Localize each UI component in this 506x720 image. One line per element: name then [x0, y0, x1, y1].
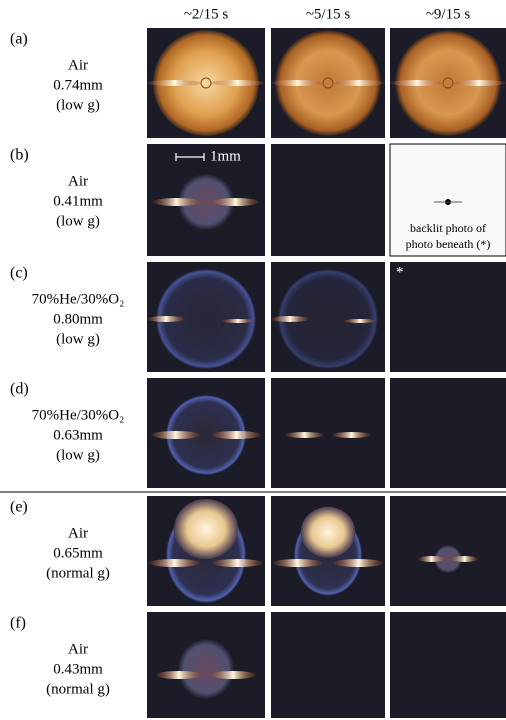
- photo-background: [271, 612, 385, 718]
- row-label: Air: [68, 525, 88, 541]
- asterisk: *: [396, 264, 404, 280]
- flame-dome: [301, 507, 355, 558]
- row-label: Air: [68, 641, 88, 657]
- wire: [285, 432, 324, 438]
- photo-panel: [147, 378, 265, 488]
- photo-panel: [147, 28, 265, 138]
- wire: [147, 316, 185, 322]
- row-letter: (a): [10, 31, 28, 48]
- wire: [390, 80, 444, 86]
- row-letter: (b): [10, 147, 29, 164]
- wire: [332, 432, 371, 438]
- wire: [344, 319, 376, 323]
- row-label: 0.80mm: [53, 311, 103, 327]
- scale-label: 1mm: [210, 148, 241, 164]
- wire: [212, 198, 259, 206]
- photo-panel: [271, 378, 385, 488]
- row-label: (low g): [56, 97, 100, 113]
- column-header: ~2/15 s: [184, 6, 229, 22]
- row-label: 70%He/30%O₂: [32, 407, 125, 423]
- annotation: photo beneath (*): [406, 237, 491, 251]
- photo-panel: [390, 496, 506, 606]
- wire: [153, 198, 200, 206]
- wire: [452, 80, 506, 86]
- row-label: (normal g): [46, 681, 110, 697]
- column-header: ~9/15 s: [426, 6, 471, 22]
- row-label: (low g): [56, 447, 100, 463]
- photo-background: [390, 378, 506, 488]
- row-label: 70%He/30%O₂: [32, 291, 125, 307]
- wire: [212, 559, 263, 567]
- photo-panel: [271, 28, 385, 138]
- photo-panel: [271, 496, 385, 606]
- row-letter: (c): [10, 265, 28, 282]
- row-label: 0.65mm: [53, 545, 103, 561]
- row-label: (normal g): [46, 565, 110, 581]
- row-label: (low g): [56, 213, 100, 229]
- wire: [332, 80, 385, 86]
- photo-panel: [271, 262, 385, 372]
- row-label: 0.41mm: [53, 193, 103, 209]
- wire: [451, 556, 478, 562]
- photo-panel: [271, 144, 385, 256]
- row-letter: (e): [10, 499, 28, 516]
- wire: [334, 559, 383, 567]
- photo-background: [271, 378, 385, 488]
- photo-panel: [147, 262, 265, 372]
- flame-ring: [178, 639, 234, 699]
- row-label: 0.63mm: [53, 427, 103, 443]
- photo-panel: [390, 28, 506, 138]
- photo-panel: [390, 378, 506, 488]
- wire: [210, 80, 265, 86]
- row-label: 0.43mm: [53, 661, 103, 677]
- photo-background: [390, 612, 506, 718]
- wire: [210, 671, 256, 679]
- wire: [151, 431, 200, 439]
- wire: [418, 556, 445, 562]
- wire: [149, 559, 200, 567]
- photo-panel: [147, 612, 265, 718]
- row-letter: (d): [10, 381, 29, 398]
- row-label: Air: [68, 173, 88, 189]
- photo-panel: [147, 144, 265, 256]
- column-header: ~5/15 s: [306, 6, 351, 22]
- photo-panel: [390, 262, 506, 372]
- wire: [156, 671, 202, 679]
- photo-panel: [271, 612, 385, 718]
- figure: ~2/15 s ~5/15 s ~9/15 s (a) Air 0.74mm (low g)…: [0, 0, 506, 720]
- wire: [271, 80, 324, 86]
- photo-panel: [390, 612, 506, 718]
- wire: [222, 319, 254, 323]
- photo-panel: [147, 496, 265, 606]
- wire: [212, 431, 261, 439]
- flame-dome: [174, 499, 238, 559]
- row-letter: (f): [10, 615, 26, 632]
- row-label: (low g): [56, 331, 100, 347]
- wire: [273, 559, 322, 567]
- annotation: backlit photo of: [410, 221, 486, 235]
- wire: [271, 316, 309, 322]
- photo-background: [271, 144, 385, 256]
- photo-background: [390, 262, 506, 372]
- wire: [147, 80, 202, 86]
- row-label: 0.74mm: [53, 77, 103, 93]
- row-label: Air: [68, 57, 88, 73]
